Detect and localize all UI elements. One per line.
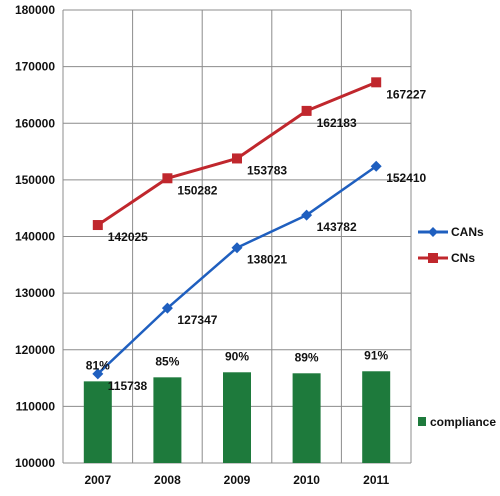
cans-marker: [161, 302, 173, 314]
cans-data-label: 127347: [177, 313, 217, 327]
legend: CANs CNs compliance: [418, 225, 496, 429]
cns-data-label: 142025: [108, 230, 148, 244]
cns-marker: [232, 153, 242, 164]
bar-data-label: 90%: [225, 349, 249, 363]
axes: 100000 110000 120000 130000 140000 150000 1600…: [15, 3, 390, 487]
compliance-bar: [362, 371, 391, 463]
data-labels: 81% 85% 90% 89% 91% 115738 127347 138021 143782 1…: [86, 87, 427, 393]
x-tick-label: 2007: [84, 473, 111, 487]
cans-marker: [92, 368, 104, 380]
legend-marker: [428, 253, 438, 263]
bar-data-label: 91%: [364, 348, 388, 362]
compliance-bar: [153, 377, 182, 463]
cans-data-label: 115738: [108, 379, 148, 393]
y-tick-label: 130000: [15, 286, 55, 300]
bar-data-label: 85%: [155, 354, 179, 368]
compliance-bar: [83, 381, 112, 463]
x-tick-label: 2008: [154, 473, 181, 487]
y-tick-label: 170000: [15, 60, 55, 74]
cans-marker: [301, 209, 313, 221]
y-tick-label: 100000: [15, 456, 55, 470]
x-tick-label: 2011: [363, 473, 389, 487]
x-tick-label: 2009: [224, 473, 251, 487]
y-tick-label: 120000: [15, 343, 55, 357]
legend-label: CANs: [451, 225, 484, 239]
cns-data-label: 150282: [177, 183, 217, 197]
compliance-bar: [223, 372, 251, 463]
gridlines: [62, 9, 412, 464]
legend-label: CNs: [451, 251, 475, 265]
cns-marker: [162, 173, 173, 184]
line-series: [92, 77, 382, 380]
legend-label: compliance: [430, 415, 496, 429]
cans-data-label: 152410: [386, 171, 426, 185]
cans-marker: [370, 160, 382, 172]
cans-data-label: 143782: [317, 220, 357, 234]
cns-data-label: 167227: [386, 87, 426, 101]
cns-marker: [92, 220, 103, 231]
y-tick-label: 160000: [15, 116, 55, 130]
bar-data-label: 89%: [295, 350, 319, 364]
y-tick-label: 180000: [15, 3, 55, 17]
cns-marker: [301, 105, 312, 116]
cns-marker: [371, 77, 382, 88]
y-tick-label: 140000: [15, 230, 55, 244]
cans-data-label: 138021: [247, 253, 287, 267]
compliance-bar: [292, 373, 321, 463]
cns-data-label: 162183: [317, 116, 357, 130]
y-tick-label: 110000: [16, 399, 56, 413]
y-tick-label: 150000: [15, 173, 55, 187]
cns-data-label: 153783: [247, 163, 287, 177]
legend-marker: [428, 227, 438, 237]
x-tick-label: 2010: [293, 473, 320, 487]
cans-marker: [231, 242, 243, 254]
legend-bar-swatch: [418, 417, 426, 426]
compliance-bars: [83, 371, 391, 463]
bar-data-label: 81%: [86, 358, 110, 372]
